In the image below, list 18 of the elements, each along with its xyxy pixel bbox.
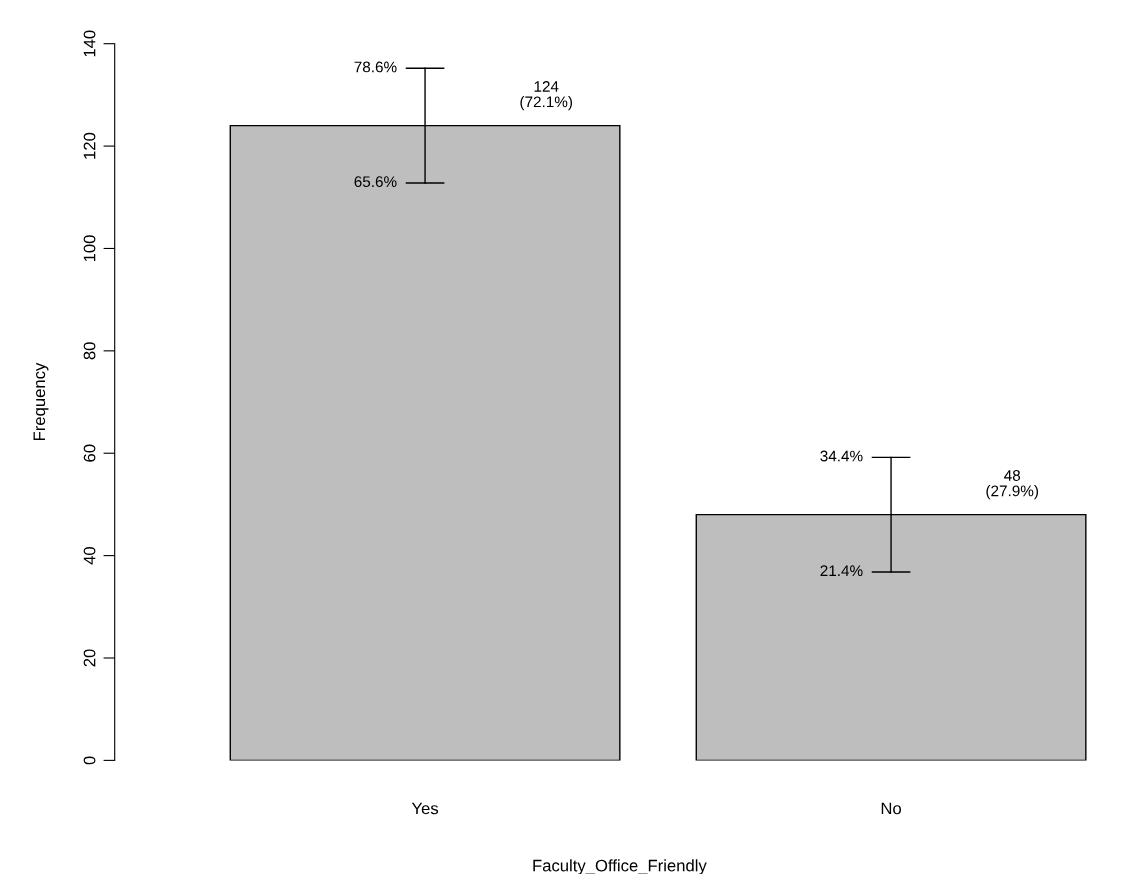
y-tick-label: 140 <box>83 30 96 57</box>
annotation: 78.6% <box>354 61 397 73</box>
annotation: 21.4% <box>820 565 863 577</box>
y-tick-label: 120 <box>83 132 96 159</box>
annotation: 34.4% <box>820 450 863 462</box>
annotation: 65.6% <box>354 176 397 188</box>
y-tick-label: 40 <box>83 547 96 565</box>
y-axis-title: Frequency <box>33 362 49 441</box>
y-tick-label: 60 <box>83 444 96 462</box>
y-tick-label: 0 <box>83 756 96 765</box>
y-tick-label: 20 <box>83 649 96 667</box>
data-label: 124 (72.1%) <box>520 81 573 111</box>
x-tick-label: No <box>881 802 902 815</box>
y-tick-label: 100 <box>83 235 96 262</box>
x-axis-title: Faculty_Office_Friendly <box>533 859 707 874</box>
x-tick-label: Yes <box>411 802 439 815</box>
y-tick-label: 80 <box>83 342 96 360</box>
data-label: 48 (27.9%) <box>986 470 1039 500</box>
